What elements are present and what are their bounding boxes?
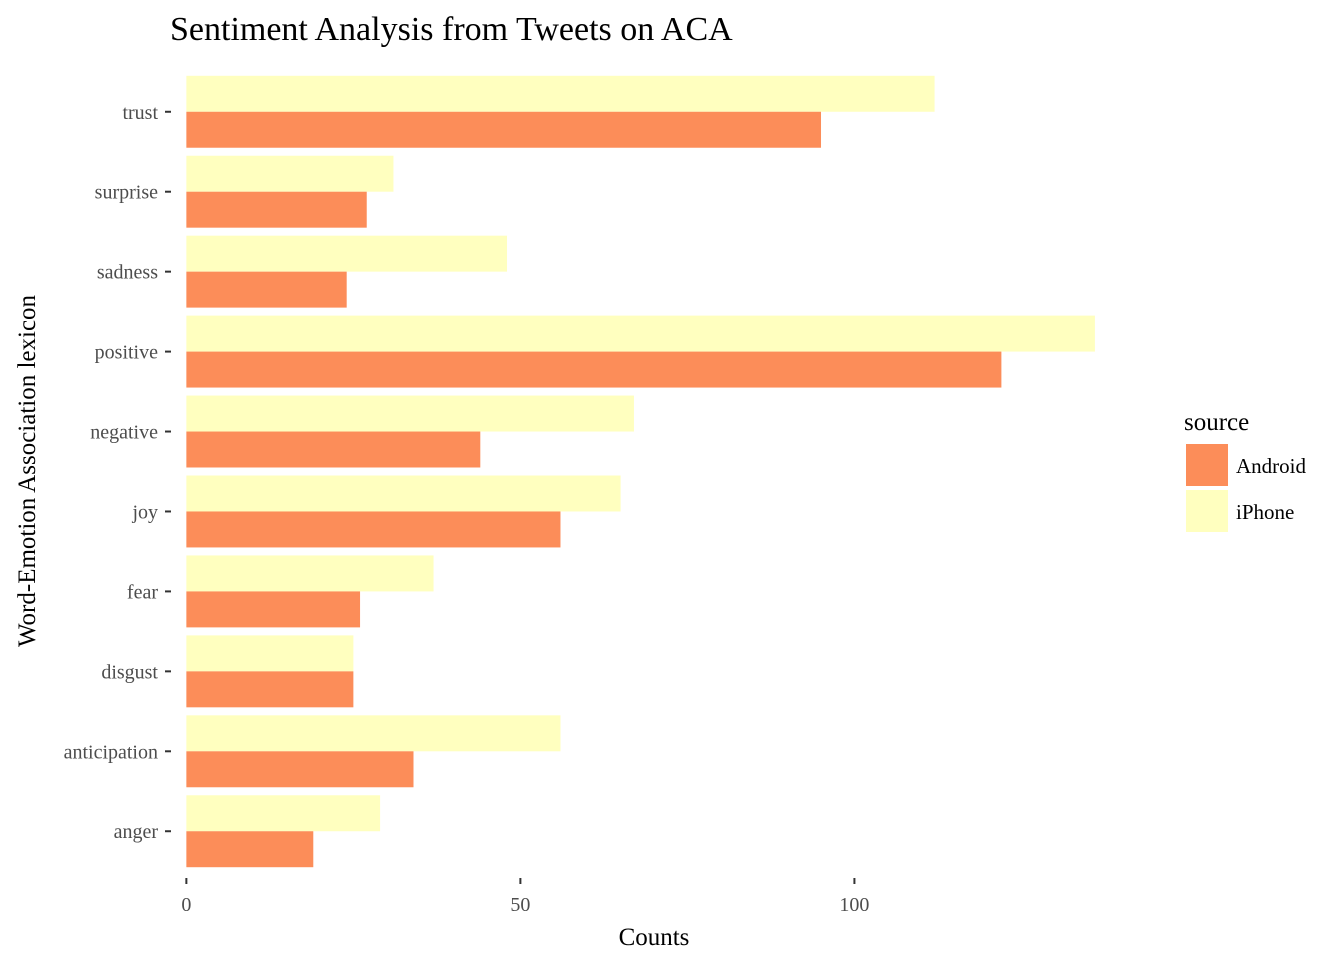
y-tick-label-disgust: disgust	[101, 661, 158, 683]
y-tick-label-negative: negative	[90, 422, 158, 444]
y-tick-label-sadness: sadness	[97, 262, 158, 284]
bar-fear-iphone	[186, 555, 434, 592]
bar-disgust-android	[186, 671, 354, 708]
y-tick-label-joy: joy	[131, 501, 158, 523]
bar-negative-iphone	[186, 395, 634, 432]
bar-fear-android	[186, 591, 361, 628]
plot-area	[186, 75, 1095, 868]
bar-anger-iphone	[186, 795, 381, 832]
legend-key-iphone	[1186, 490, 1228, 532]
legend-label-iphone: iPhone	[1236, 500, 1294, 524]
bar-sadness-iphone	[186, 235, 508, 272]
legend: source Android iPhone	[1184, 409, 1306, 532]
bar-positive-android	[186, 351, 1002, 388]
y-tick-label-anger: anger	[114, 821, 159, 843]
y-tick-label-positive: positive	[95, 342, 158, 364]
bar-trust-iphone	[186, 75, 935, 112]
legend-key-android	[1186, 444, 1228, 486]
bar-anticipation-android	[186, 751, 414, 788]
bar-disgust-iphone	[186, 635, 354, 672]
y-axis: anger anticipation disgust fear joy negative p…	[64, 102, 171, 843]
bar-sadness-android	[186, 271, 347, 308]
bar-anticipation-iphone	[186, 715, 561, 752]
y-tick-label-surprise: surprise	[95, 182, 158, 204]
legend-label-android: Android	[1236, 454, 1306, 478]
x-axis: 0 50 100	[181, 878, 869, 916]
x-tick-label-0: 0	[181, 894, 191, 916]
y-tick-label-fear: fear	[127, 581, 158, 603]
bar-surprise-iphone	[186, 155, 394, 192]
y-axis-title: Word-Emotion Association lexicon	[14, 294, 41, 647]
y-tick-label-anticipation: anticipation	[64, 741, 158, 763]
bar-joy-iphone	[186, 475, 621, 512]
bar-negative-android	[186, 431, 481, 468]
bar-joy-android	[186, 511, 561, 548]
bar-trust-android	[186, 111, 822, 148]
x-tick-label-50: 50	[510, 894, 530, 916]
y-tick-label-trust: trust	[122, 102, 158, 124]
x-axis-title: Counts	[619, 924, 690, 951]
chart-title: Sentiment Analysis from Tweets on ACA	[170, 11, 733, 48]
bar-positive-iphone	[186, 315, 1095, 352]
bar-anger-android	[186, 831, 314, 868]
legend-title: source	[1184, 409, 1249, 436]
x-tick-label-100: 100	[839, 894, 869, 916]
bar-surprise-android	[186, 191, 367, 228]
